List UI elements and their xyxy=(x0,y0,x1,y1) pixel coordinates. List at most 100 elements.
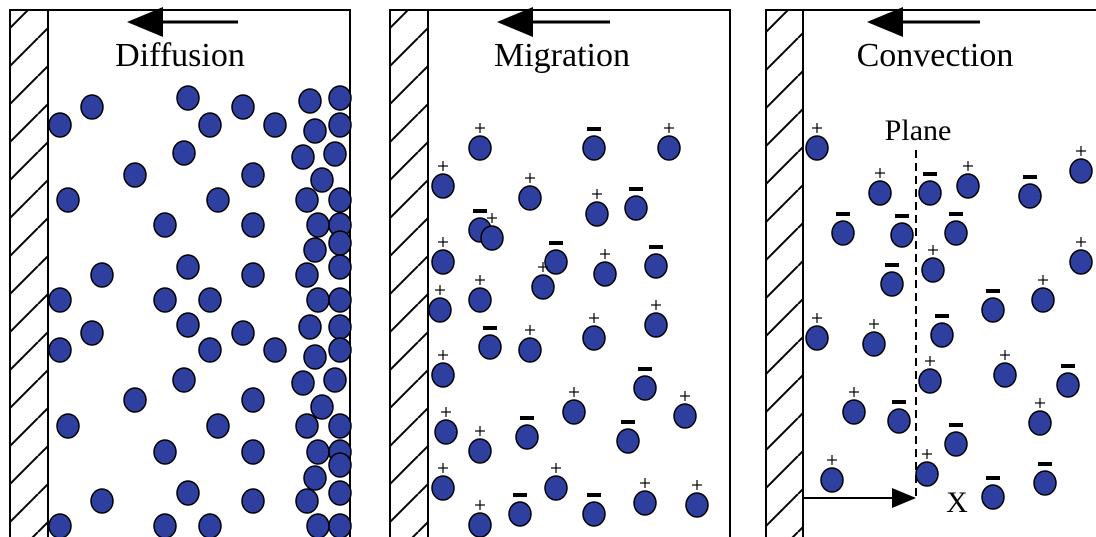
particle xyxy=(299,315,321,339)
particle xyxy=(982,485,1004,509)
particle xyxy=(307,440,329,464)
particle xyxy=(81,321,103,345)
particle xyxy=(329,86,351,110)
particle xyxy=(519,186,541,210)
particle xyxy=(91,263,113,287)
particle xyxy=(329,414,351,438)
particle xyxy=(299,89,321,113)
particle xyxy=(843,400,865,424)
particle xyxy=(304,345,326,369)
particles xyxy=(49,86,1092,537)
negative-charge xyxy=(895,214,909,218)
panel-title: Convection xyxy=(857,37,1014,74)
particle xyxy=(469,288,491,312)
particle xyxy=(307,288,329,312)
particle xyxy=(242,163,264,187)
particle xyxy=(806,326,828,350)
particle xyxy=(307,213,329,237)
particle xyxy=(469,513,491,537)
particle xyxy=(1034,471,1056,495)
plane-label: Plane xyxy=(885,114,952,147)
particle xyxy=(57,188,79,212)
particle xyxy=(919,181,941,205)
electrode-wall xyxy=(766,10,803,537)
panel-frame xyxy=(803,10,1096,537)
particle xyxy=(586,202,608,226)
particle xyxy=(296,414,318,438)
particle xyxy=(432,363,454,387)
particle xyxy=(329,453,351,477)
negative-charge xyxy=(520,416,534,420)
particle xyxy=(207,188,229,212)
particle xyxy=(516,425,538,449)
negative-charge xyxy=(949,423,963,427)
particle xyxy=(292,371,314,395)
particle xyxy=(292,145,314,169)
particle xyxy=(916,462,938,486)
particle xyxy=(432,476,454,500)
particle xyxy=(242,388,264,412)
particle xyxy=(922,258,944,282)
particle xyxy=(329,288,351,312)
particle xyxy=(1057,373,1079,397)
particle xyxy=(81,95,103,119)
particle xyxy=(429,298,451,322)
particle xyxy=(242,213,264,237)
negative-charge xyxy=(513,493,527,497)
x-label: X xyxy=(946,486,968,519)
particle xyxy=(634,376,656,400)
particle xyxy=(242,440,264,464)
particle xyxy=(173,368,195,392)
particle xyxy=(154,514,176,537)
particle xyxy=(881,272,903,296)
particle xyxy=(1032,288,1054,312)
particle xyxy=(324,142,346,166)
particle xyxy=(124,388,146,412)
negative-charge xyxy=(836,212,850,216)
electrode-wall xyxy=(390,10,428,537)
particle xyxy=(994,363,1016,387)
particle xyxy=(919,369,941,393)
particle xyxy=(199,288,221,312)
particle xyxy=(199,338,221,362)
particle xyxy=(863,332,885,356)
particle xyxy=(311,168,333,192)
particle xyxy=(296,188,318,212)
particle xyxy=(329,113,351,137)
particle xyxy=(481,226,503,250)
particle xyxy=(91,489,113,513)
particle xyxy=(645,254,667,278)
particle xyxy=(545,476,567,500)
particle xyxy=(888,409,910,433)
particle xyxy=(821,468,843,492)
particle xyxy=(583,136,605,160)
particle xyxy=(479,335,501,359)
particle xyxy=(469,136,491,160)
particle xyxy=(329,255,351,279)
particle xyxy=(177,313,199,337)
particle xyxy=(686,493,708,517)
particle xyxy=(304,119,326,143)
particle xyxy=(945,221,967,245)
negative-charge xyxy=(587,127,601,131)
particle xyxy=(832,221,854,245)
particle xyxy=(296,263,318,287)
particle xyxy=(509,502,531,526)
negative-charge xyxy=(935,314,949,318)
negative-charge xyxy=(892,400,906,404)
particle xyxy=(1070,159,1092,183)
particle xyxy=(982,298,1004,322)
particle xyxy=(49,338,71,362)
negative-charge xyxy=(587,493,601,497)
particle xyxy=(232,95,254,119)
particle xyxy=(49,288,71,312)
particle xyxy=(957,174,979,198)
particle xyxy=(583,326,605,350)
electrode-wall xyxy=(10,10,48,537)
particle xyxy=(264,113,286,137)
particle xyxy=(1029,411,1051,435)
negative-charge xyxy=(885,263,899,267)
negative-charge xyxy=(986,289,1000,293)
negative-charge xyxy=(1023,175,1037,179)
particle xyxy=(869,181,891,205)
